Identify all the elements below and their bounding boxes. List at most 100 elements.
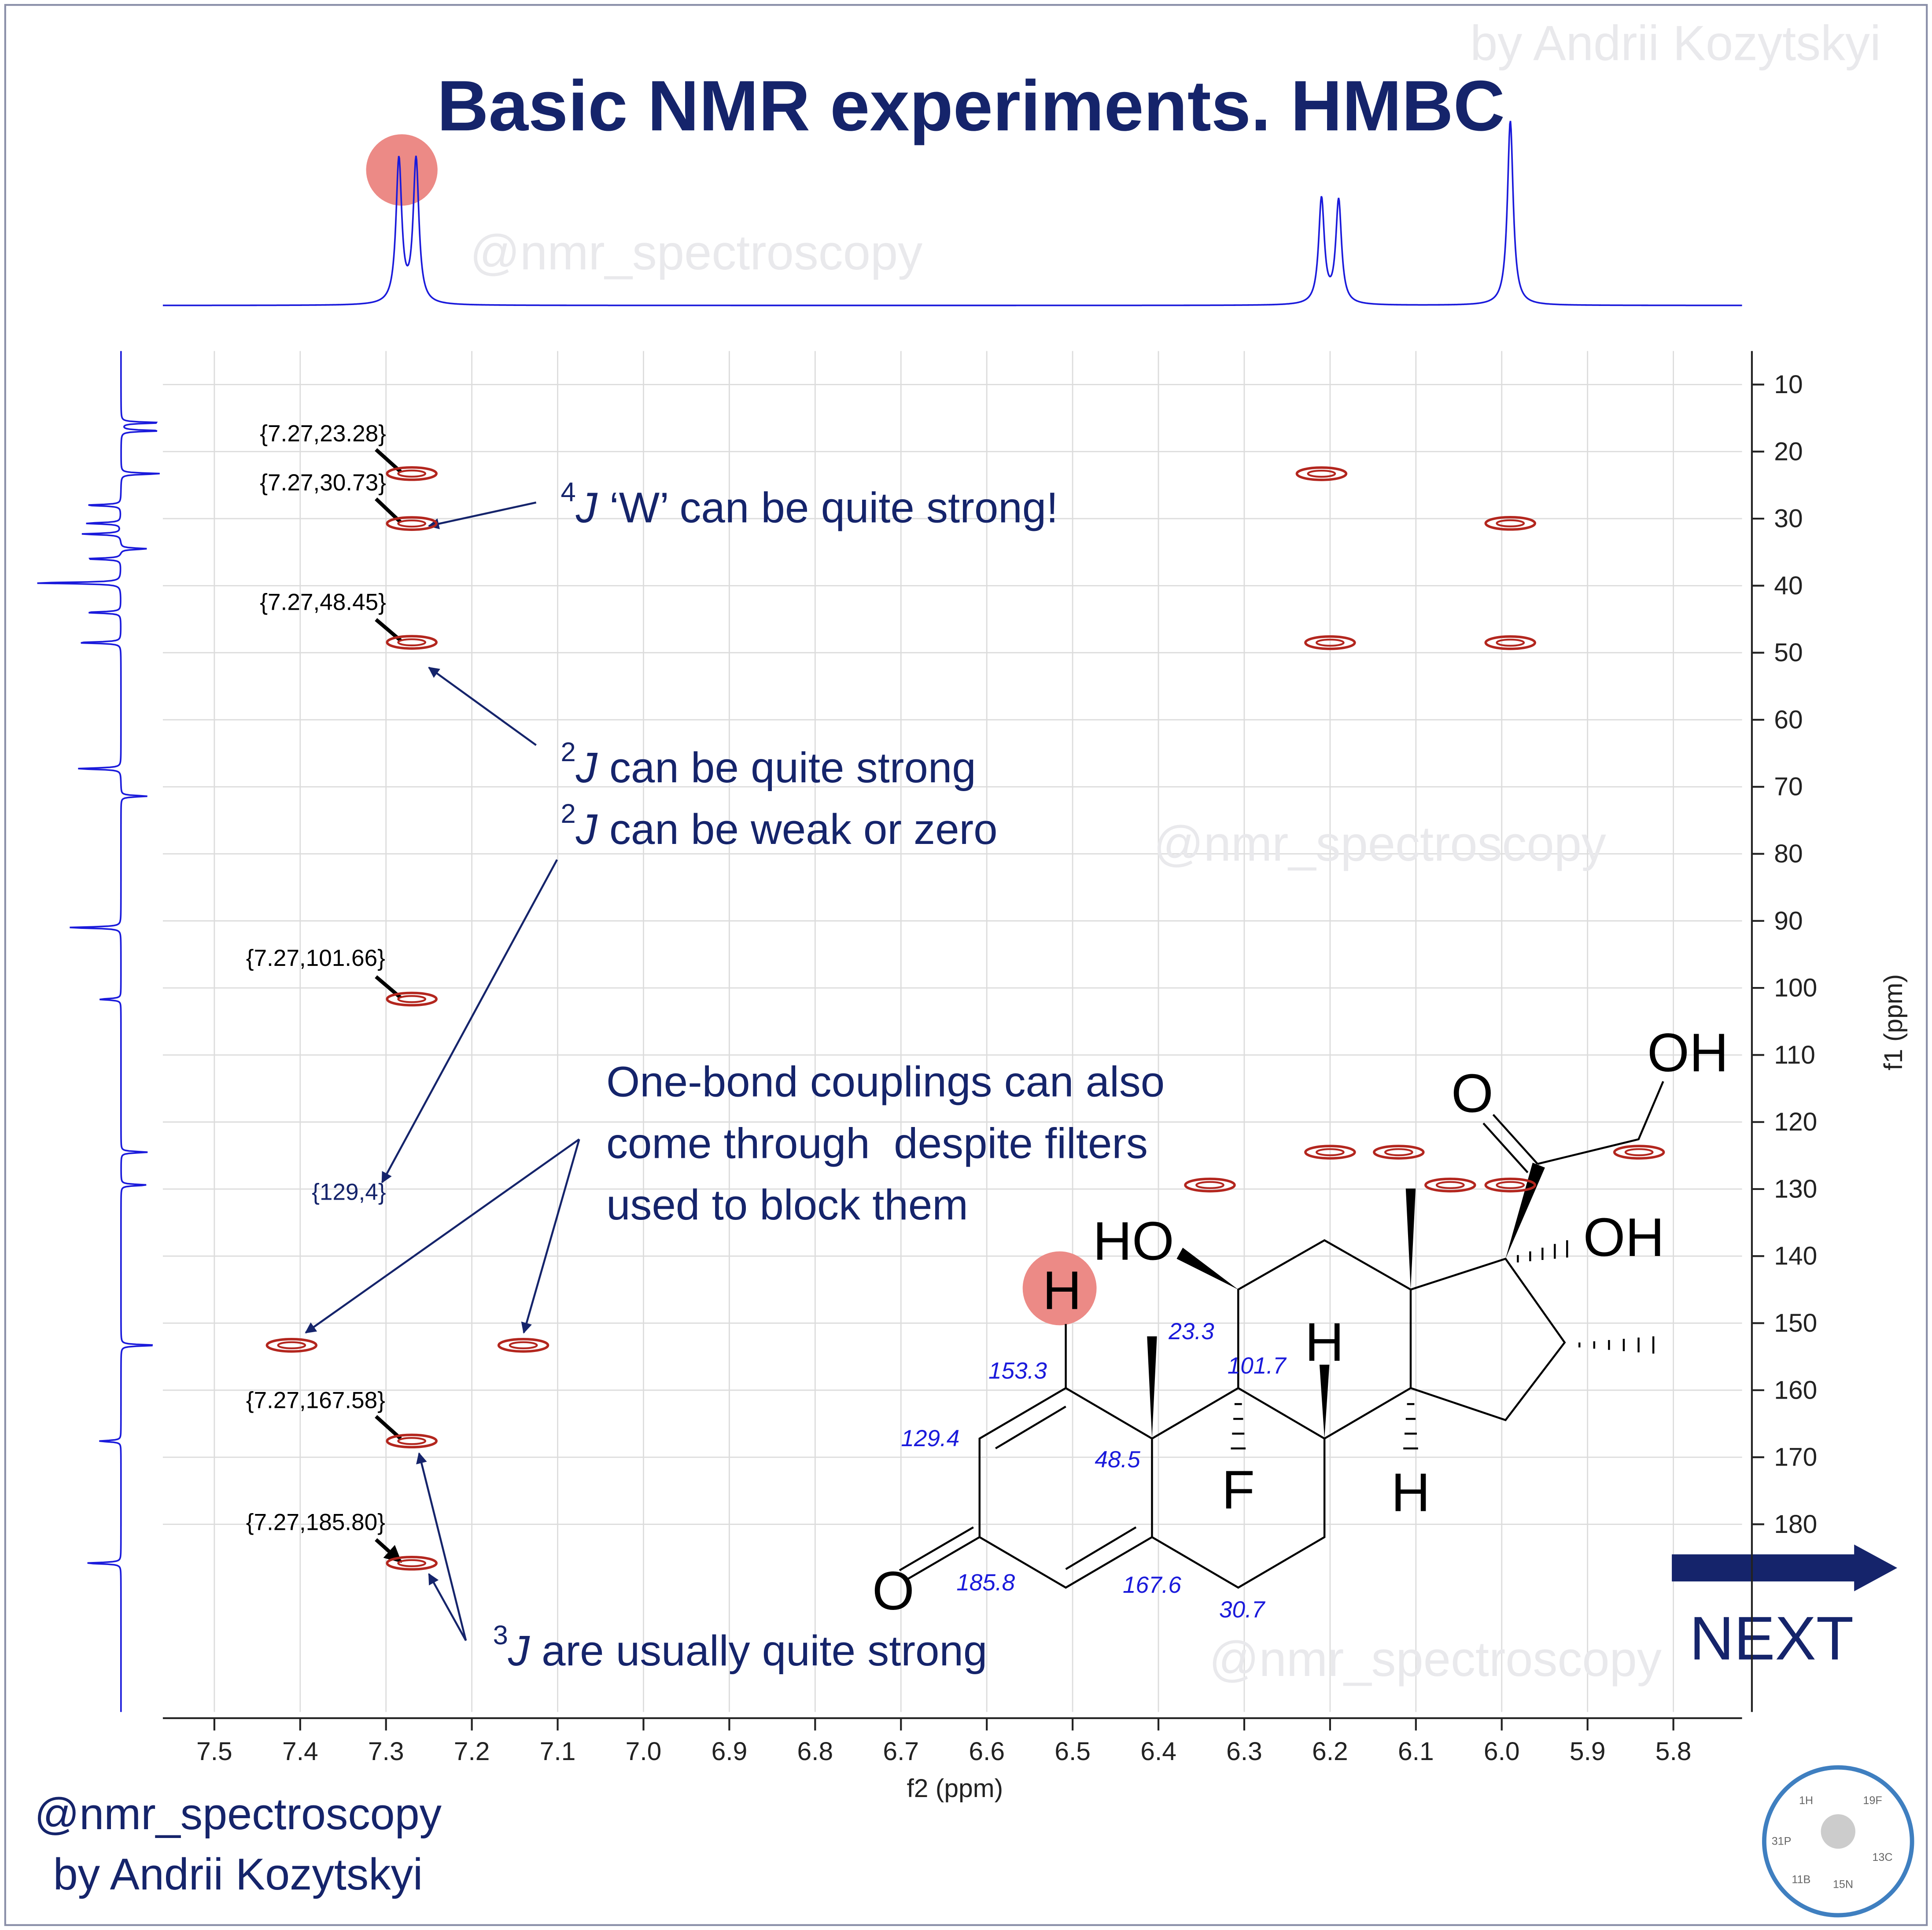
- watermark: by Andrii Kozytskyi: [1470, 15, 1881, 70]
- ring: [1410, 1257, 1566, 1422]
- cross-peak: [386, 1555, 438, 1571]
- logo-label: 31P: [1772, 1835, 1792, 1848]
- x-tick-label: 7.5: [196, 1737, 232, 1766]
- annotation-text: can be quite strong: [597, 743, 976, 792]
- wedge: [1176, 1248, 1239, 1290]
- logo-label: 13C: [1872, 1851, 1892, 1864]
- x-tick-label: 7.0: [626, 1737, 662, 1766]
- y-tick-label: 110: [1774, 1041, 1815, 1069]
- y-tick-label: 170: [1774, 1443, 1817, 1472]
- chemical-shift: 23.3: [1168, 1319, 1214, 1344]
- next-button[interactable]: NEXT: [1689, 1603, 1854, 1672]
- cross-peak: [1373, 1145, 1425, 1160]
- annotation: used to block them: [606, 1180, 968, 1229]
- annotation-text: come through despite filters: [606, 1119, 1148, 1167]
- highlight: [366, 134, 438, 206]
- cross-peak: [386, 516, 438, 531]
- annotation-text: One-bond couplings can also: [606, 1057, 1165, 1105]
- footer-handle: @nmr_spectroscopy: [34, 1790, 442, 1839]
- cross-peak-contour: [1316, 638, 1345, 647]
- annotation: One-bond couplings can also: [606, 1057, 1165, 1105]
- cross-peak: [1484, 516, 1537, 531]
- atom-label: O: [872, 1561, 914, 1621]
- footer-author: by Andrii Kozytskyi: [53, 1850, 423, 1899]
- x-tick-label: 7.1: [540, 1737, 576, 1766]
- x-axis-label: f2 (ppm): [907, 1774, 1003, 1803]
- x-tick-label: 5.8: [1655, 1737, 1692, 1766]
- atom-label: O: [1451, 1064, 1493, 1124]
- symbol: J: [575, 805, 598, 853]
- cross-peak-contour: [1496, 1181, 1525, 1189]
- y-tick-label: 90: [1774, 906, 1803, 935]
- ring: [1237, 1239, 1412, 1440]
- wedge: [1147, 1336, 1157, 1439]
- x-tick-label: 6.6: [969, 1737, 1005, 1766]
- arrows: [305, 448, 1898, 1641]
- cross-peak: [497, 1338, 549, 1353]
- y-tick-label: 100: [1774, 974, 1817, 1002]
- annotation: 4J ‘W’ can be quite strong!: [561, 477, 1058, 532]
- atom-label: H: [1043, 1260, 1082, 1321]
- watermarks: @nmr_spectroscopy @nmr_spectroscopy @nmr_s…: [470, 15, 1880, 1687]
- arrow: [381, 859, 558, 1184]
- peak-label: {7.27,23.28}: [260, 420, 386, 446]
- symbol: J: [575, 743, 598, 792]
- cross-peak-contour: [1496, 519, 1525, 527]
- x-tick-label: 6.8: [797, 1737, 833, 1766]
- peak-label: {7.27,167.58}: [246, 1387, 385, 1413]
- frame: [4, 4, 1928, 1926]
- cross-peak: [1304, 1145, 1356, 1160]
- chemical-shift: 48.5: [1095, 1447, 1140, 1473]
- highlight: [1022, 1251, 1097, 1326]
- chemical-shift: 185.8: [956, 1570, 1015, 1596]
- peak-label: {7.27,185.80}: [246, 1509, 385, 1535]
- x-tick-label: 6.3: [1226, 1737, 1262, 1766]
- symbol: J: [575, 483, 598, 532]
- next-arrow-head[interactable]: [1854, 1544, 1898, 1591]
- cross-peak-contour: [397, 519, 427, 528]
- arrow: [521, 1139, 580, 1334]
- cross-peak-contour: [1496, 638, 1525, 647]
- cross-peak-contour: [1195, 1181, 1224, 1189]
- ring: [1151, 1387, 1326, 1589]
- x-tick-label: 6.5: [1054, 1737, 1091, 1766]
- arrow: [428, 667, 537, 746]
- x-tick-label: 7.2: [454, 1737, 490, 1766]
- cross-peak-contour: [1384, 1148, 1413, 1157]
- watermark: @nmr_spectroscopy: [1154, 816, 1606, 871]
- x-tick-label: 7.4: [282, 1737, 318, 1766]
- annotation-text: are usually quite strong: [530, 1626, 988, 1675]
- hash-bond: [1231, 1240, 1655, 1450]
- peak-label: {7.27,48.45}: [260, 589, 386, 615]
- atom-label: F: [1222, 1460, 1255, 1521]
- cross-peak: [1295, 466, 1348, 481]
- arrow: [416, 1452, 467, 1641]
- f1-projection: [37, 351, 160, 1712]
- superscript: 3: [493, 1620, 508, 1650]
- logo-label: 1H: [1799, 1794, 1813, 1807]
- peak-label: {7.27,101.66}: [246, 945, 385, 971]
- x-tick-label: 5.9: [1570, 1737, 1606, 1766]
- cross-peak: [1613, 1145, 1665, 1160]
- carbonyl: [899, 1526, 980, 1581]
- logo-label: 19F: [1863, 1794, 1882, 1807]
- cross-peak: [1484, 1178, 1537, 1193]
- peak-label: {7.27,30.73}: [260, 470, 386, 496]
- side-chain: [1482, 1081, 1664, 1173]
- cross-peak: [1484, 635, 1537, 650]
- cross-peak: [386, 635, 438, 650]
- y-tick-label: 10: [1774, 370, 1803, 399]
- y-tick-label: 160: [1774, 1376, 1817, 1404]
- arrow: [428, 1573, 467, 1641]
- chemical-shift: 101.7: [1228, 1353, 1287, 1379]
- cross-peak-contour: [1307, 469, 1336, 478]
- next-arrow[interactable]: [1672, 1554, 1857, 1582]
- atom-label: H: [1391, 1462, 1431, 1523]
- cross-peak-contour: [397, 1437, 427, 1445]
- watermark: @nmr_spectroscopy: [1209, 1632, 1662, 1687]
- y-tick-label: 150: [1774, 1309, 1817, 1337]
- logo-label: 15N: [1833, 1878, 1853, 1890]
- logo-label: 11B: [1792, 1873, 1810, 1886]
- logo-ball: [1821, 1814, 1855, 1849]
- cross-peak-contour: [1316, 1148, 1345, 1157]
